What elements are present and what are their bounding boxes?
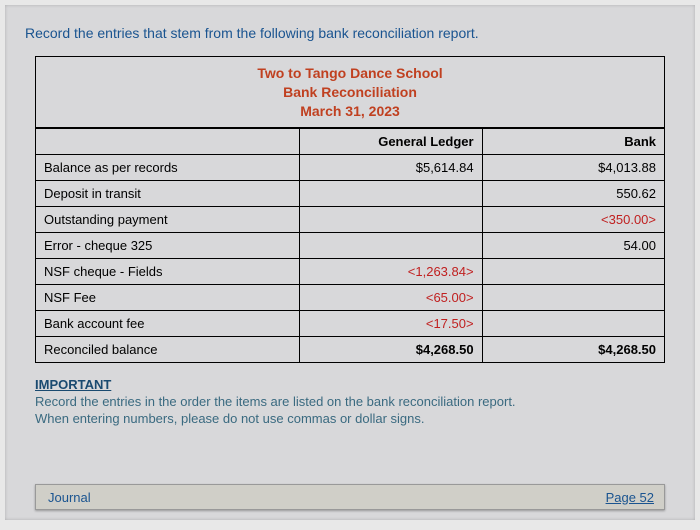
table-row: NSF Fee<65.00>: [36, 285, 665, 311]
row-label: Outstanding payment: [36, 207, 300, 233]
report-date: March 31, 2023: [36, 103, 664, 119]
col-header-gl: General Ledger: [300, 129, 482, 155]
row-label: NSF cheque - Fields: [36, 259, 300, 285]
reconciliation-report: Two to Tango Dance School Bank Reconcili…: [35, 56, 665, 363]
school-name: Two to Tango Dance School: [36, 65, 664, 81]
report-title: Bank Reconciliation: [36, 84, 664, 100]
row-bank-value: <350.00>: [482, 207, 664, 233]
row-label: Balance as per records: [36, 155, 300, 181]
row-gl-value: <17.50>: [300, 311, 482, 337]
row-gl-value: $5,614.84: [300, 155, 482, 181]
row-bank-value: $4,013.88: [482, 155, 664, 181]
row-gl-value: <1,263.84>: [300, 259, 482, 285]
table-row: Error - cheque 325 54.00: [36, 233, 665, 259]
important-line1: Record the entries in the order the item…: [35, 394, 665, 409]
col-header-bank: Bank: [482, 129, 664, 155]
row-label: Error - cheque 325: [36, 233, 300, 259]
table-row: NSF cheque - Fields<1,263.84>: [36, 259, 665, 285]
table-row: Reconciled balance$4,268.50$4,268.50: [36, 337, 665, 363]
row-bank-value: 550.62: [482, 181, 664, 207]
row-bank-value: [482, 311, 664, 337]
row-gl-value: $4,268.50: [300, 337, 482, 363]
row-label: Deposit in transit: [36, 181, 300, 207]
reconciliation-table: General Ledger Bank Balance as per recor…: [35, 128, 665, 363]
row-label: NSF Fee: [36, 285, 300, 311]
page: Record the entries that stem from the fo…: [5, 5, 695, 520]
journal-tab[interactable]: Journal: [36, 490, 103, 505]
row-label: Reconciled balance: [36, 337, 300, 363]
row-bank-value: [482, 285, 664, 311]
report-header: Two to Tango Dance School Bank Reconcili…: [35, 56, 665, 128]
important-note: IMPORTANT Record the entries in the orde…: [35, 377, 665, 426]
table-row: Balance as per records$5,614.84$4,013.88: [36, 155, 665, 181]
row-gl-value: [300, 233, 482, 259]
instruction-text: Record the entries that stem from the fo…: [5, 5, 695, 56]
row-gl-value: [300, 181, 482, 207]
tab-bar: Journal Page 52: [35, 484, 665, 510]
row-label: Bank account fee: [36, 311, 300, 337]
page-number: Page 52: [606, 490, 664, 505]
important-line2: When entering numbers, please do not use…: [35, 411, 665, 426]
important-header: IMPORTANT: [35, 377, 665, 392]
row-bank-value: $4,268.50: [482, 337, 664, 363]
table-header-row: General Ledger Bank: [36, 129, 665, 155]
table-row: Deposit in transit 550.62: [36, 181, 665, 207]
row-bank-value: 54.00: [482, 233, 664, 259]
table-row: Bank account fee<17.50>: [36, 311, 665, 337]
row-gl-value: [300, 207, 482, 233]
col-header-label: [36, 129, 300, 155]
row-bank-value: [482, 259, 664, 285]
row-gl-value: <65.00>: [300, 285, 482, 311]
table-row: Outstanding payment <350.00>: [36, 207, 665, 233]
